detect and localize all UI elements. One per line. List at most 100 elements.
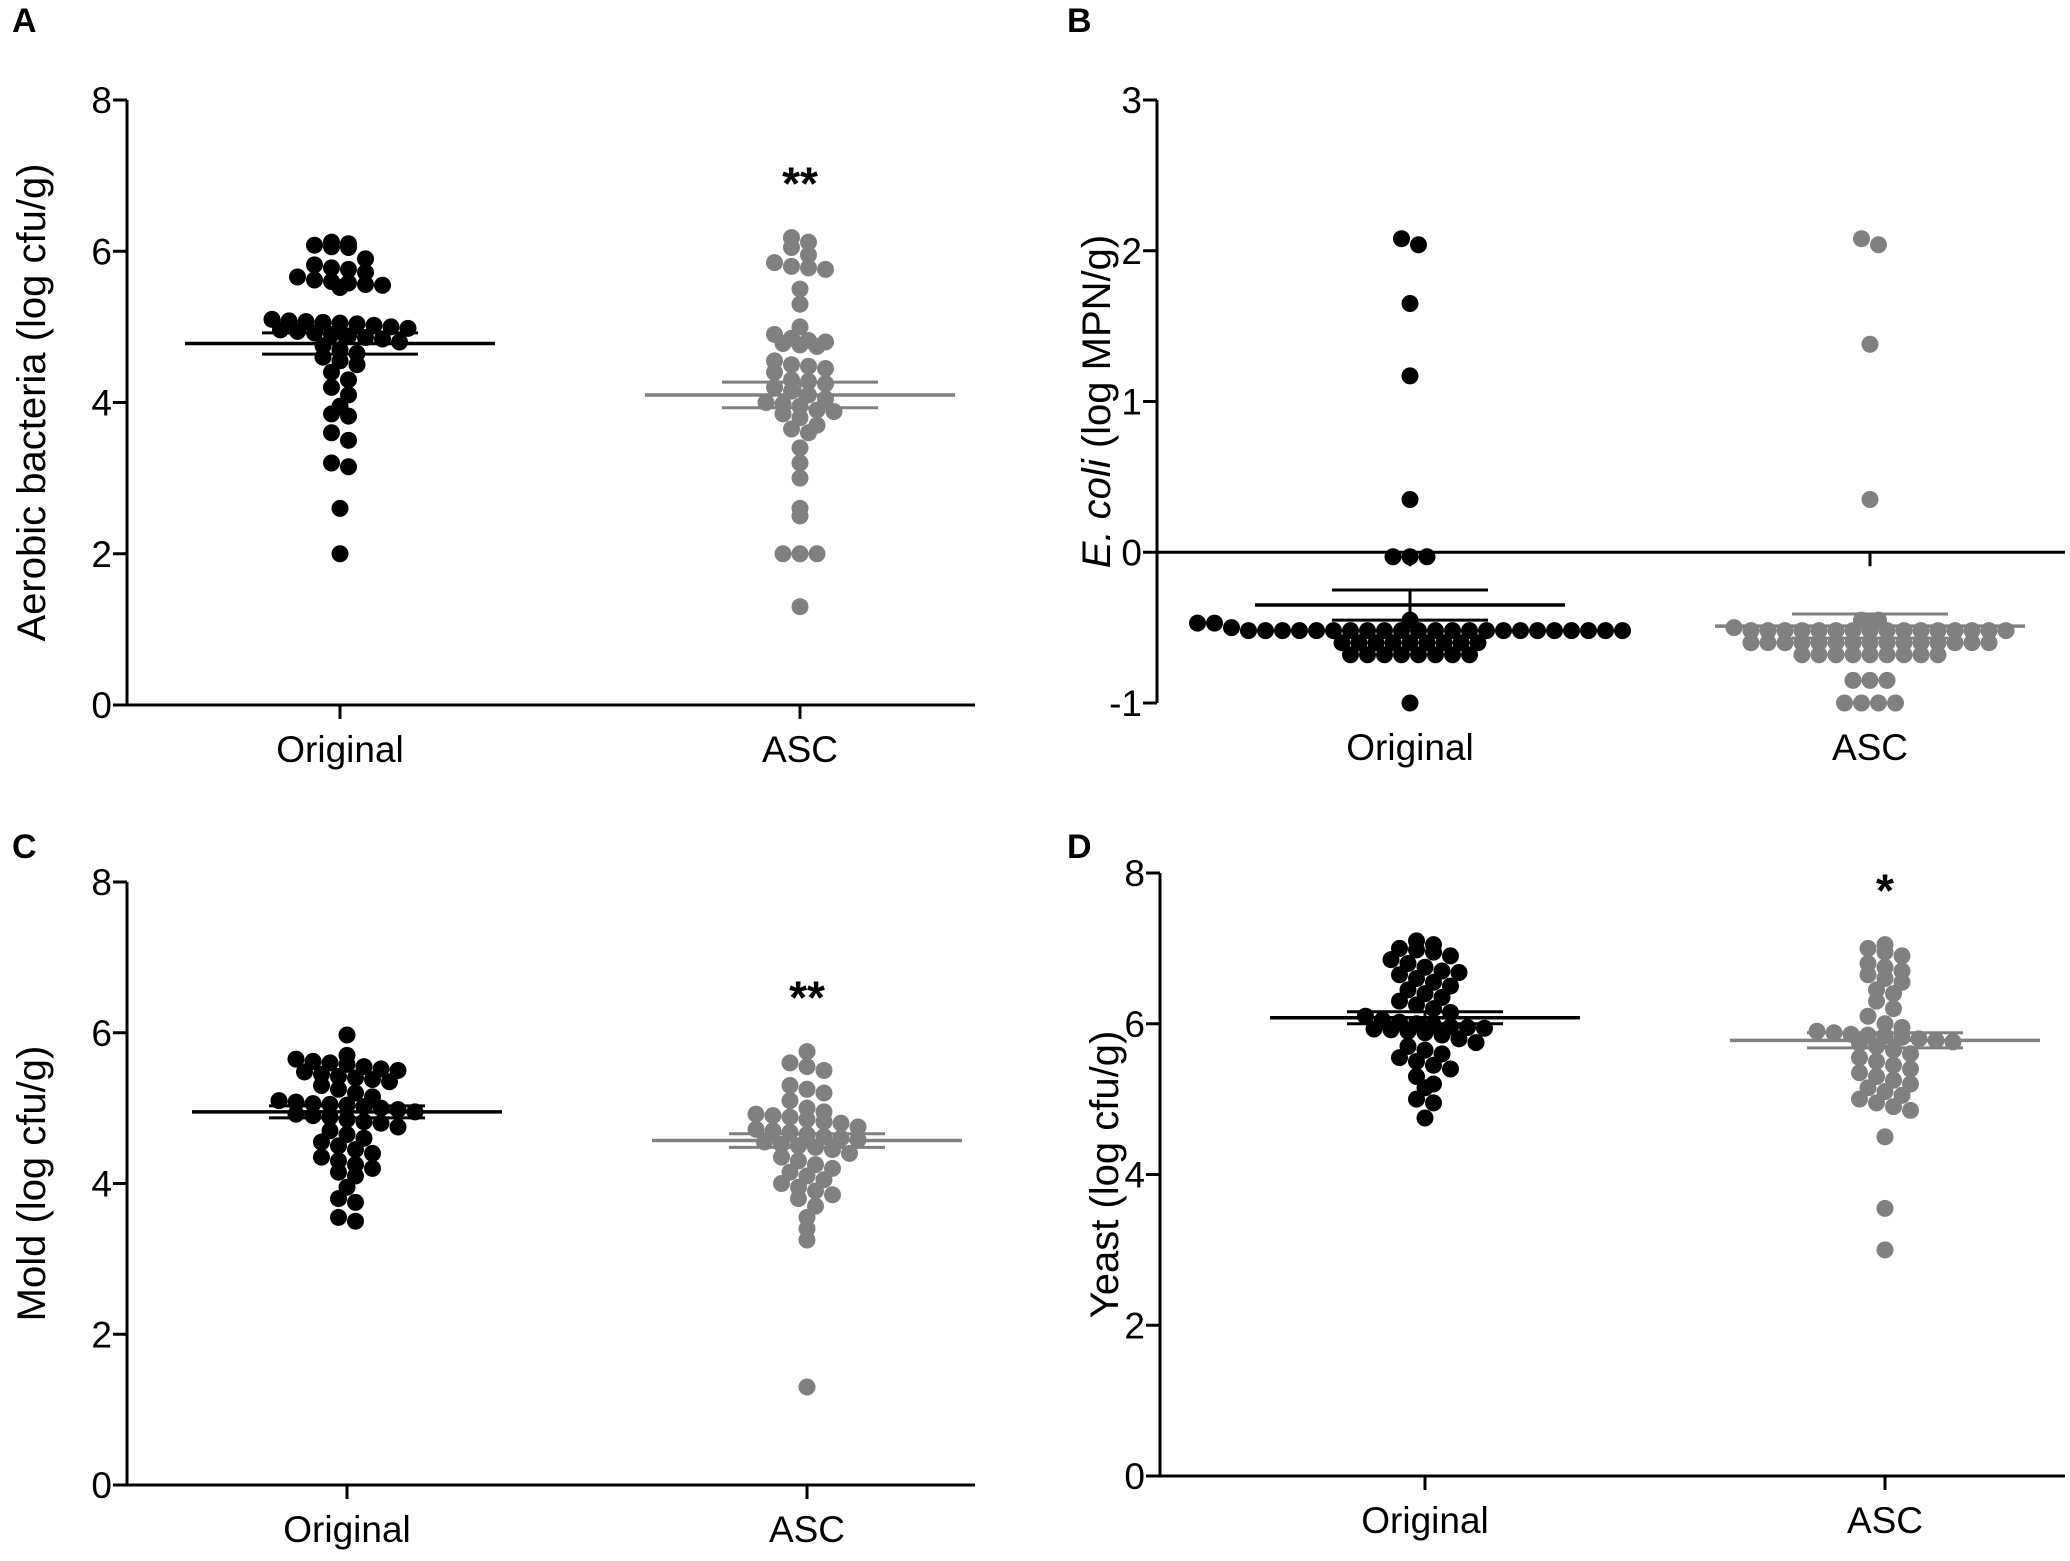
data-point [1868,1037,1885,1055]
data-point [1376,622,1393,640]
data-point [1393,622,1410,640]
series-original [1270,932,1580,1127]
data-point [815,1061,833,1079]
data-point [1887,694,1904,712]
data-point [1391,992,1408,1010]
data-point [1433,1026,1451,1044]
data-point [306,256,323,274]
data-point [323,405,340,423]
x-category-label: Original [1361,1500,1489,1541]
data-point [773,1148,790,1166]
data-point [1333,634,1351,652]
data-point [1529,622,1546,640]
data-point [798,1378,816,1396]
data-point [791,454,809,472]
data-point [1427,622,1444,640]
y-tick-label: 8 [91,80,112,121]
data-point [1384,548,1402,566]
data-point [1442,947,1459,965]
data-point [330,1080,347,1098]
data-point [1442,1060,1459,1078]
data-point [1827,646,1845,664]
data-point [824,1141,841,1159]
y-tick-label: 6 [91,231,112,272]
data-point [1893,947,1911,965]
data-point [1929,646,1947,664]
data-point [1359,622,1376,640]
y-tick-label: 2 [91,1314,112,1355]
data-point [798,1110,816,1128]
panel-a: A 0 2 4 6 8 Original ASC Aerobic bacteria (log c… [10,2,975,770]
panel-label: B [1067,2,1092,40]
data-point [791,336,809,354]
data-point [331,545,349,563]
data-point [1444,622,1461,640]
data-point [791,545,809,563]
data-point [1742,634,1760,652]
data-point [323,424,340,442]
data-point [817,260,834,278]
data-point [1435,634,1453,652]
data-point [1980,634,1998,652]
data-point [747,1105,765,1123]
data-point [296,1063,313,1081]
series-original [1189,230,1631,712]
data-point [783,420,800,438]
data-point [323,238,340,256]
data-point [1401,694,1419,712]
data-point [340,407,357,425]
data-point [1274,622,1291,640]
data-point [1861,335,1879,353]
data-point [389,1118,407,1136]
data-point [1425,1094,1442,1112]
data-point [1189,614,1206,632]
data-point [808,401,826,419]
data-point [1861,490,1879,508]
data-point [313,1133,330,1151]
y-tick-label: 4 [91,1164,112,1205]
data-point [800,259,817,277]
data-point [1902,1101,1919,1119]
y-tick-label: 2 [91,534,112,575]
series-asc [645,229,955,616]
panel-d: D 0 2 4 6 8 Original ASC Yeast (log cfu/g) * [1067,828,2065,1541]
data-point [330,1163,347,1181]
data-point [1776,634,1794,652]
data-point [817,375,834,393]
data-point [381,1073,398,1091]
data-point [304,1107,322,1125]
data-point [1418,548,1436,566]
data-point [1885,1000,1902,1018]
data-point [800,357,817,375]
data-point [347,1193,364,1211]
data-point [1450,1030,1468,1048]
data-point [1844,671,1862,689]
data-point [1401,490,1419,508]
data-point [348,315,366,333]
y-tick-label: 8 [91,862,112,903]
data-point [815,1113,833,1131]
data-point [1257,622,1274,640]
data-point [1382,951,1400,969]
series-original [185,233,495,563]
data-point [313,1148,330,1166]
data-point [783,257,800,275]
data-point [1912,646,1930,664]
data-point [1859,939,1877,957]
data-point [304,1095,322,1113]
data-point [800,246,817,264]
data-point [1416,1109,1434,1127]
data-point [815,1084,833,1102]
data-point [1853,694,1870,712]
data-point [1418,634,1436,652]
y-axis-label-italic: E. coli [1075,448,1119,568]
data-point [1851,1090,1868,1108]
y-tick-label: 4 [1124,1155,1145,1196]
data-point [1425,943,1442,961]
data-point [1425,1056,1442,1074]
data-point [355,1113,373,1131]
significance-marker: * [1876,865,1894,917]
y-tick-label: -1 [1109,683,1142,724]
data-point [1391,1049,1408,1067]
x-category-label: Original [283,1509,411,1550]
